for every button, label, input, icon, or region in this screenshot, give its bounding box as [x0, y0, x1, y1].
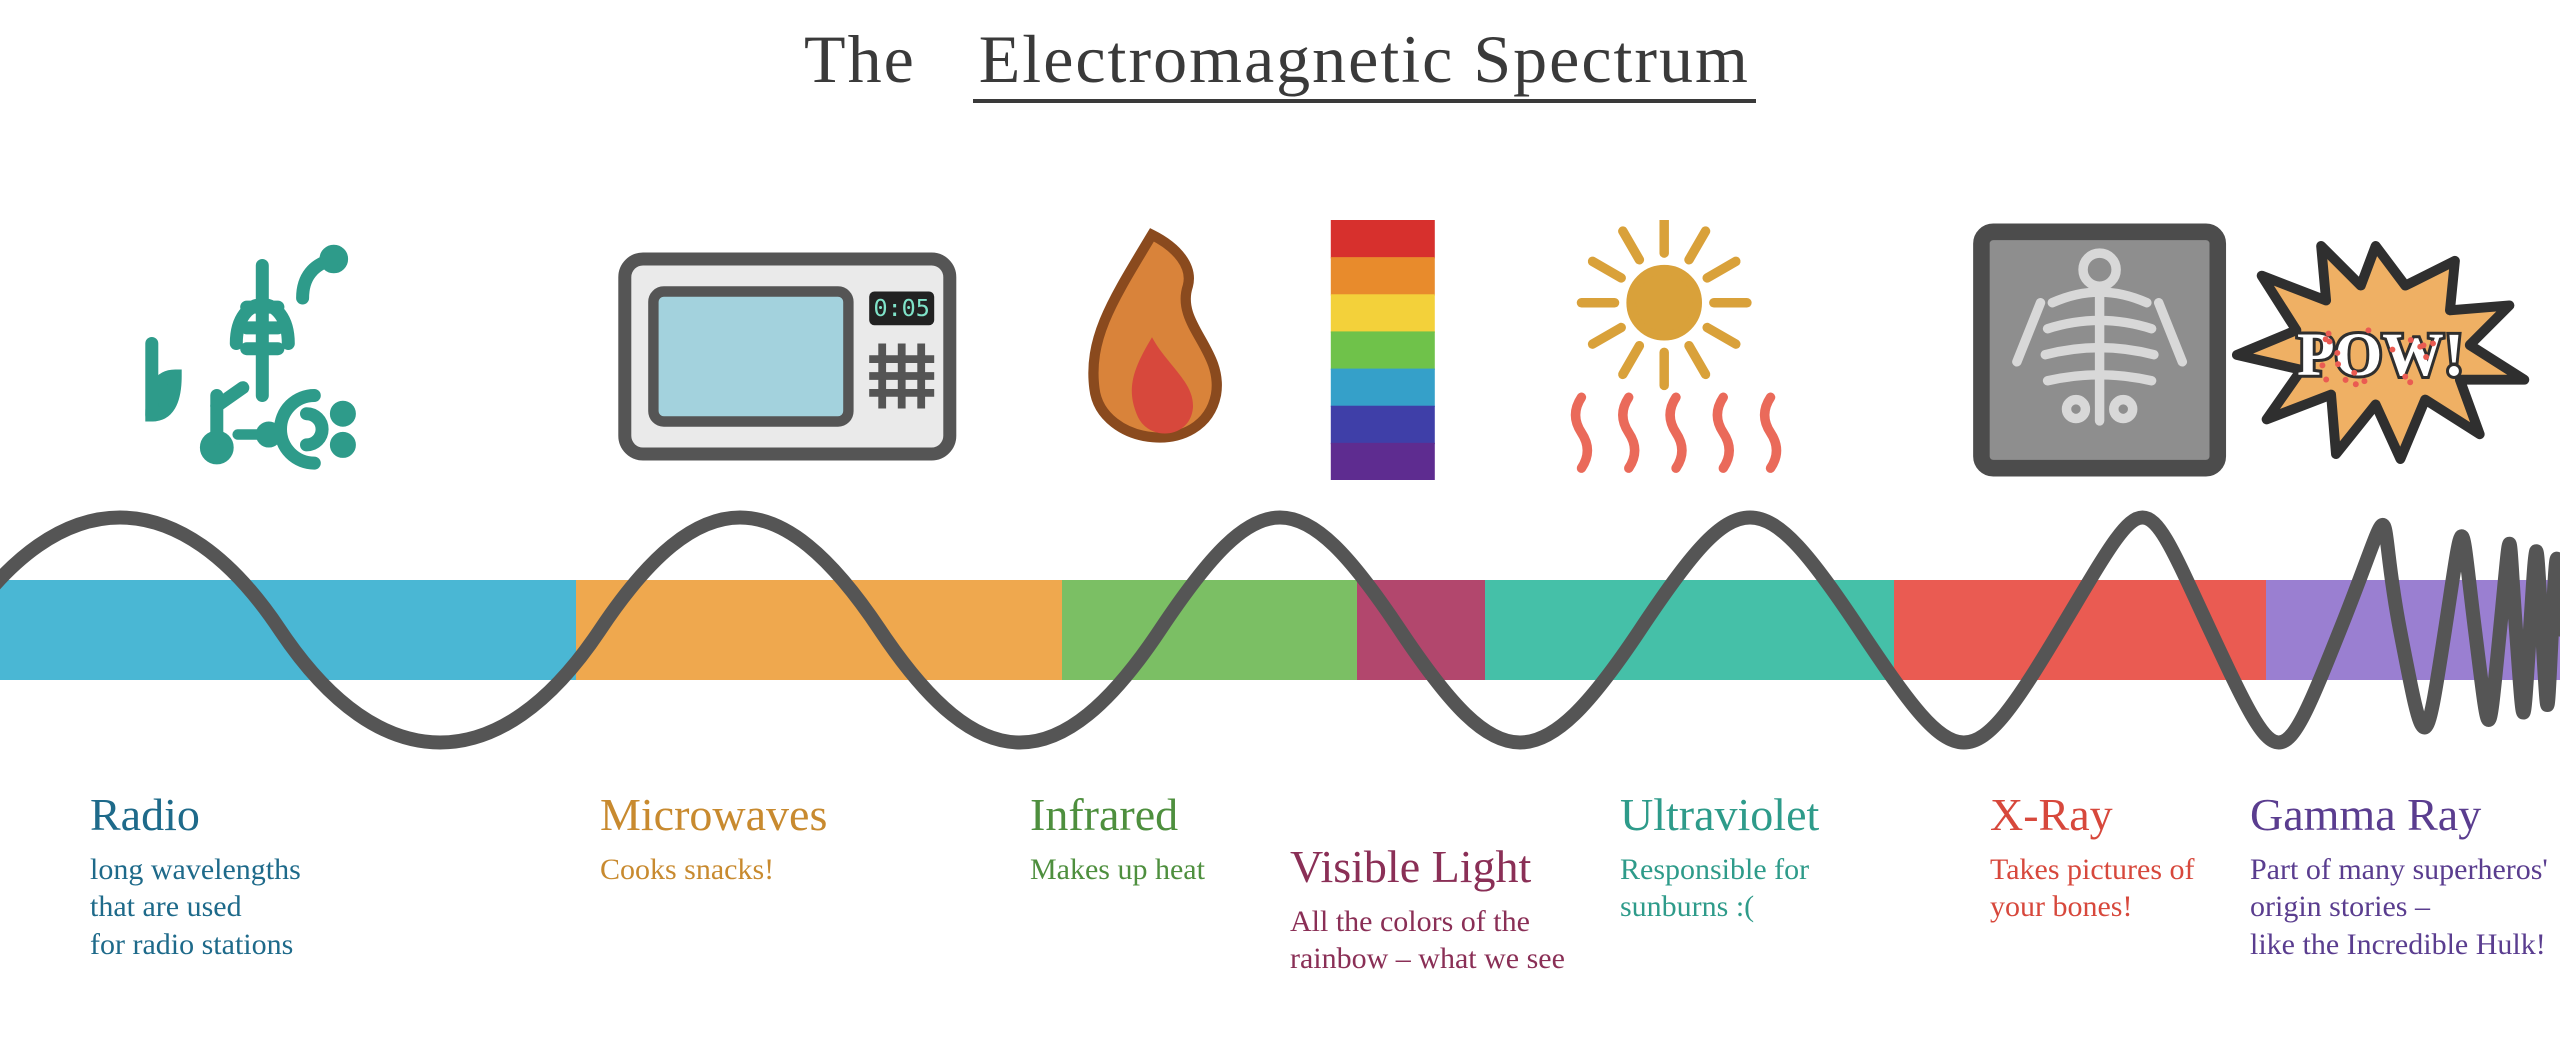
- label-radio-desc: long wavelengths that are used for radio…: [90, 851, 510, 964]
- xray-icon: [1946, 220, 2253, 480]
- label-infrared: Infrared Makes up heat: [1030, 790, 1330, 888]
- label-uv-desc: Responsible for sunburns :(: [1620, 851, 1980, 926]
- label-uv-title: Ultraviolet: [1620, 790, 1980, 841]
- labels-row: Radio long wavelengths that are used for …: [0, 790, 2560, 1030]
- icons-row: 0:05 POW!: [0, 220, 2560, 480]
- label-radio-title: Radio: [90, 790, 510, 841]
- svg-text:0:05: 0:05: [873, 294, 929, 322]
- label-gamma-desc: Part of many superheros' origin stories …: [2250, 851, 2560, 964]
- band-segment-1: [576, 580, 1062, 680]
- label-microwaves-title: Microwaves: [600, 790, 980, 841]
- band-segment-2: [1062, 580, 1356, 680]
- band-segment-6: [2266, 580, 2560, 680]
- page-title: The Electromagnetic Spectrum: [0, 20, 2560, 99]
- label-infrared-desc: Makes up heat: [1030, 851, 1330, 889]
- label-visible-title: Visible Light: [1290, 842, 1650, 893]
- spectrum-color-band: [0, 580, 2560, 680]
- radio-icon: [51, 220, 461, 480]
- label-visible: Visible Light All the colors of the rainb…: [1290, 790, 1650, 978]
- label-microwaves-desc: Cooks snacks!: [600, 851, 980, 889]
- gamma-icon: POW!: [2227, 220, 2534, 480]
- svg-text:POW!: POW!: [2297, 321, 2464, 389]
- title-underlined: Electromagnetic Spectrum: [973, 21, 1756, 103]
- label-visible-desc: All the colors of the rainbow – what we …: [1290, 903, 1650, 978]
- infrared-icon: [1024, 220, 1280, 480]
- band-segment-4: [1485, 580, 1895, 680]
- label-gamma: Gamma Ray Part of many superheros' origin…: [2250, 790, 2560, 963]
- label-gamma-title: Gamma Ray: [2250, 790, 2560, 841]
- band-segment-0: [0, 580, 576, 680]
- title-prefix: The: [804, 21, 916, 97]
- label-infrared-title: Infrared: [1030, 790, 1330, 841]
- microwave-icon: 0:05: [589, 220, 999, 480]
- visible-icon: [1306, 220, 1460, 480]
- label-radio: Radio long wavelengths that are used for …: [90, 790, 510, 963]
- band-segment-3: [1357, 580, 1485, 680]
- label-uv: Ultraviolet Responsible for sunburns :(: [1620, 790, 1980, 926]
- uv-icon: [1485, 220, 1843, 480]
- band-segment-5: [1894, 580, 2265, 680]
- label-microwaves: Microwaves Cooks snacks!: [600, 790, 980, 888]
